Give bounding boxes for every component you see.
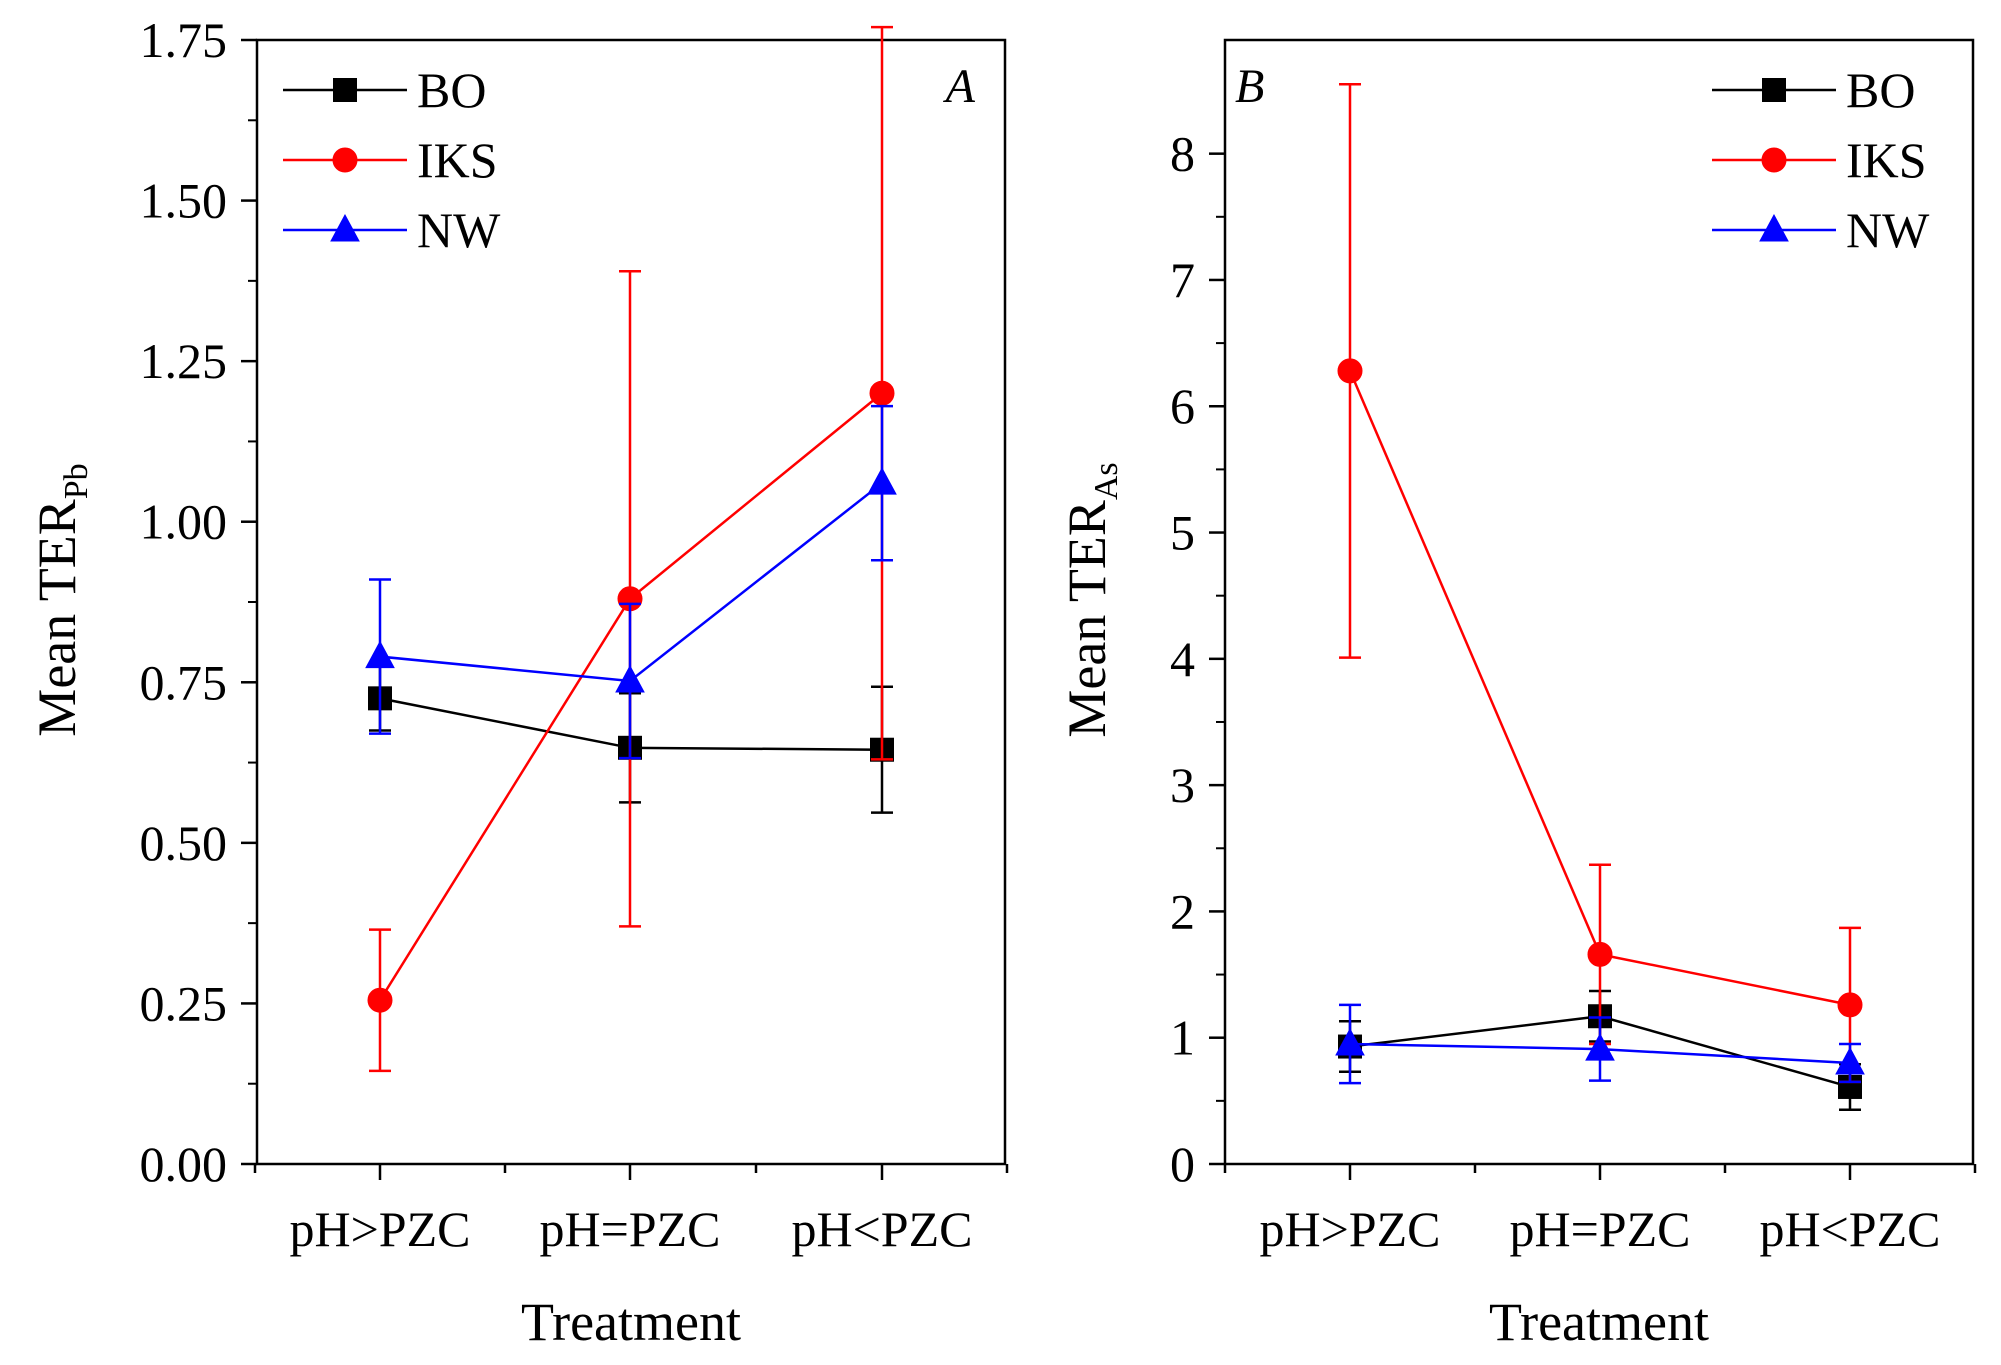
y-tick-label: 1.50 (140, 173, 228, 229)
legend-label: IKS (417, 132, 498, 188)
y-tick-label: 7 (1170, 252, 1195, 308)
x-tick-label: pH=PZC (539, 1201, 720, 1257)
legend-label: IKS (1846, 132, 1927, 188)
data-point (1335, 1027, 1365, 1056)
data-point (867, 467, 897, 495)
legend-marker (333, 78, 357, 102)
data-point (365, 640, 395, 669)
data-point (1835, 1046, 1865, 1075)
x-tick-label: pH>PZC (1259, 1201, 1440, 1257)
data-point (869, 380, 895, 406)
legend-label: NW (1846, 202, 1930, 258)
y-tick-label: 8 (1170, 126, 1195, 182)
data-point (367, 987, 393, 1013)
panel-label: B (1235, 60, 1264, 113)
data-point (615, 664, 645, 693)
legend-marker (1761, 147, 1787, 173)
x-tick-label: pH=PZC (1509, 1201, 1690, 1257)
x-axis-title: Treatment (1489, 1292, 1709, 1352)
legend-marker (1759, 213, 1789, 242)
x-tick-label: pH<PZC (1759, 1201, 1940, 1257)
y-tick-label: 6 (1170, 378, 1195, 434)
legend-label: NW (417, 202, 501, 258)
panel-b: 0 1 2 3 4 5 6 7 8 pH>PZC pH=PZC pH<PZC Treatment Mean… (1057, 38, 1977, 1352)
y-axis-title-main: Mean TER (1057, 500, 1117, 737)
panel-a: 0.00 0.25 0.50 0.75 1.00 1.25 1.50 1.75 pH>PZC pH… (27, 12, 1009, 1352)
series-nw (365, 404, 897, 760)
legend-marker (1762, 78, 1786, 102)
y-tick-label: 0.00 (140, 1136, 228, 1192)
y-tick-label: 0.75 (140, 654, 228, 710)
legend-label: BO (1846, 62, 1915, 118)
y-tick-label: 0.25 (140, 975, 228, 1031)
y-tick-label: 5 (1170, 505, 1195, 561)
y-axis-title-subscript: As (1088, 462, 1125, 500)
legend: BO IKS NW (1712, 62, 1930, 258)
x-tick-label: pH<PZC (791, 1201, 972, 1257)
data-point (1837, 992, 1863, 1018)
y-tick-label: 0 (1170, 1136, 1195, 1192)
data-point (1587, 941, 1613, 967)
y-tick-label: 1.25 (140, 333, 228, 389)
x-tick-label: pH>PZC (289, 1201, 470, 1257)
y-axis-title: Mean TERAs (1057, 462, 1125, 737)
x-axis-title: Treatment (521, 1292, 741, 1352)
y-tick-label: 0.50 (140, 815, 228, 871)
data-point (1337, 358, 1363, 384)
y-tick-label: 1.75 (140, 12, 228, 68)
legend-label: BO (417, 62, 486, 118)
y-tick-label: 2 (1170, 883, 1195, 939)
y-axis-title-main: Mean TER (27, 499, 87, 736)
legend-marker (332, 147, 358, 173)
y-axis-title: Mean TERPb (27, 463, 95, 736)
y-tick-label: 3 (1170, 757, 1195, 813)
y-tick-label: 4 (1170, 631, 1195, 687)
legend-marker (330, 213, 360, 242)
y-tick-label: 1.00 (140, 494, 228, 550)
series-iks (367, 25, 895, 1073)
legend: BO IKS NW (283, 62, 501, 258)
y-tick-label: 1 (1170, 1010, 1195, 1066)
series-nw (1335, 1003, 1865, 1085)
y-axis-title-subscript: Pb (58, 463, 95, 499)
panel-label: A (943, 60, 976, 113)
data-point (1585, 1033, 1615, 1061)
